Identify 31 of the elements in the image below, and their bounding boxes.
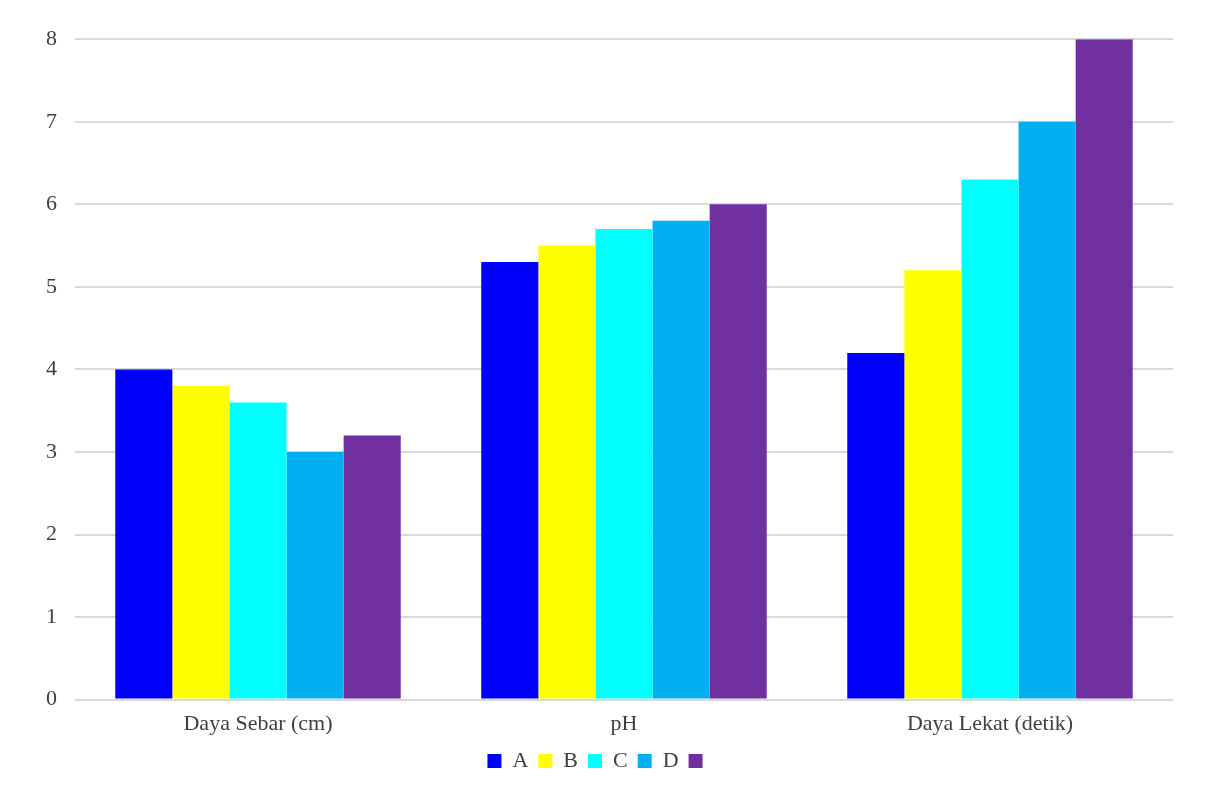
x-tick-label: pH — [610, 709, 638, 735]
y-tick-label: 4 — [46, 355, 57, 381]
y-tick-label: 0 — [46, 685, 57, 711]
x-tick-label: Daya Lekat (detik) — [906, 709, 1074, 735]
bar — [115, 369, 173, 699]
bar — [904, 270, 962, 699]
bar — [286, 451, 344, 699]
y-tick-label: 1 — [46, 602, 57, 628]
bar — [595, 229, 653, 699]
y-tick-label: 7 — [46, 107, 57, 133]
y-tick-label: 6 — [46, 190, 57, 216]
legend-label: C — [613, 746, 628, 772]
bar — [229, 402, 287, 699]
y-tick-label: 5 — [46, 272, 57, 298]
bar — [709, 204, 767, 699]
y-tick-label: 8 — [46, 24, 57, 50]
legend-label: B — [563, 746, 579, 772]
bar — [961, 179, 1019, 699]
bar — [172, 385, 230, 699]
x-tick-label: Daya Sebar (cm) — [183, 709, 333, 735]
bar — [652, 220, 710, 699]
bar — [538, 245, 596, 699]
bar — [1075, 39, 1133, 699]
bar — [1018, 121, 1076, 699]
y-tick-label: 2 — [46, 520, 57, 546]
bar — [343, 435, 401, 699]
bar — [847, 352, 905, 699]
legend-label: A — [512, 746, 529, 772]
bar — [481, 262, 539, 699]
legend-label: D — [662, 746, 679, 772]
y-tick-label: 3 — [46, 437, 57, 463]
